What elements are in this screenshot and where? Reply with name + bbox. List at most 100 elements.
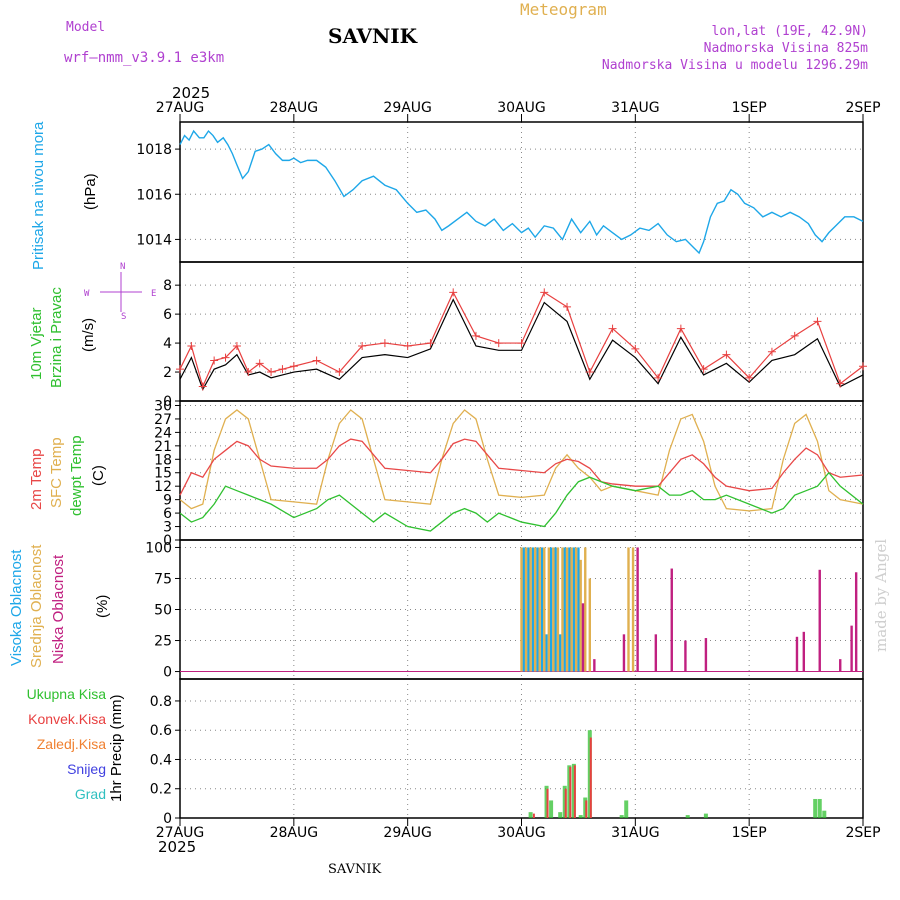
altitude-label: Nadmorska Visina 825m	[703, 41, 868, 56]
y-tick-label: 27	[154, 412, 172, 428]
wind-gust-marker	[403, 341, 412, 350]
wind-gust-marker	[540, 288, 549, 297]
cloud-high-bar	[527, 547, 530, 672]
legend-snow: Snijeg	[67, 761, 106, 777]
wind-gust-marker	[494, 339, 503, 348]
precip-total-bar	[578, 815, 583, 818]
wind-gust-marker	[563, 302, 572, 311]
y-tick-label: 6	[163, 506, 172, 522]
y-tick-label: 18	[154, 452, 172, 468]
compass-cross-icon	[100, 272, 142, 312]
cloud-mid-bar	[543, 547, 546, 672]
page-title: SAVNIK	[328, 24, 418, 48]
precip-total-bar	[619, 815, 624, 818]
year-label-top: 2025	[172, 84, 211, 102]
y-tick-label: 4	[163, 336, 172, 352]
cloud-low-bar	[854, 572, 858, 672]
wind-gust-marker	[176, 365, 184, 374]
model-label: Model	[66, 20, 106, 35]
cloud-low-bar	[581, 603, 585, 672]
date-label-top: 28AUG	[270, 100, 319, 116]
y-tick-label: 0.8	[150, 694, 172, 710]
wind-compass: N S W E	[84, 262, 156, 328]
cloud-low-bar	[670, 568, 673, 672]
wind-gust-marker	[676, 324, 685, 333]
precip-convective-bar	[569, 766, 572, 818]
cloud-low-bar	[795, 636, 799, 672]
precip-convective-bar	[573, 765, 576, 818]
cloud-mid-bar	[556, 547, 560, 672]
cloud-low-bar	[850, 625, 853, 672]
cloud-mid-bar	[584, 547, 587, 672]
legend-freezing-rain: Zaledj.Kisa	[36, 736, 106, 752]
date-label-bottom: 29AUG	[383, 825, 432, 841]
wind-gust-marker	[836, 379, 845, 388]
cloud-high-bar	[545, 634, 548, 672]
precip-convective-bar	[546, 788, 549, 818]
cloud-high-bar	[559, 634, 562, 672]
date-label-top: 29AUG	[383, 100, 432, 116]
y-tick-label: 50	[154, 603, 172, 619]
y-tick-label: 1016	[136, 187, 172, 203]
y-tick-label: 1014	[136, 232, 172, 248]
cloud-high-bar	[536, 547, 539, 672]
cloud-high-bar	[549, 547, 553, 672]
y-tick-label: 8	[163, 278, 172, 294]
y-tick-label: 30	[154, 398, 172, 414]
cloud-mid-bar	[631, 547, 635, 672]
y-tick-label: 0	[163, 533, 172, 549]
wind-gust-marker	[244, 368, 253, 377]
cloud-high-bar	[540, 547, 544, 672]
wind-gust-marker	[335, 368, 344, 377]
cloud-low-bar	[593, 659, 596, 672]
wind-gust-marker	[221, 353, 230, 362]
wind-gust-marker	[471, 331, 480, 340]
precip-total-bar	[822, 810, 827, 818]
cloud-low-bar	[636, 547, 639, 672]
cloud-mid-bar	[561, 547, 564, 672]
2m-temp-line	[179, 438, 864, 496]
precip-total-bar	[528, 812, 533, 818]
y-tick-label: 1018	[136, 142, 172, 158]
legend-total-rain: Ukupna Kisa	[26, 686, 106, 702]
wind-gust-marker	[187, 341, 196, 350]
wind-gust-marker	[767, 347, 776, 356]
wind-gust-marker	[210, 356, 219, 365]
cloud-mid-bar	[538, 547, 541, 672]
date-label-bottom: 1SEP	[732, 825, 767, 841]
cloud-mid-bar	[588, 578, 591, 672]
compass-west: W	[84, 289, 90, 299]
y-tick-label: 0	[163, 665, 172, 681]
cloud-mid-bar	[579, 559, 582, 672]
compass-east: E	[151, 289, 157, 299]
date-label-top: 1SEP	[732, 100, 767, 116]
y-tick-label: 6	[163, 307, 172, 323]
precip-total-bar	[817, 798, 822, 818]
station-footer: SAVNIK	[328, 862, 382, 877]
date-label-top: 31AUG	[611, 100, 660, 116]
precip-convective-bar	[589, 737, 592, 818]
sfc-temp-line	[179, 409, 864, 512]
cloud-high-bar	[577, 547, 580, 672]
meteogram-label: Meteogram	[520, 0, 607, 19]
compass-south: S	[121, 312, 127, 322]
date-label-top: 2SEP	[845, 100, 880, 116]
cloud-high-bar	[568, 547, 571, 672]
cloud-mid-bar	[574, 547, 578, 672]
precip-convective-bar	[564, 788, 567, 818]
precip-total-bar	[549, 800, 554, 818]
wind-gust-marker	[255, 359, 264, 368]
cloud-high-bar	[522, 547, 525, 672]
y-tick-label: 9	[163, 493, 172, 509]
wind-gust-marker	[426, 339, 435, 348]
wind-gust-marker	[745, 373, 754, 382]
wind-gust-marker	[859, 362, 867, 371]
date-label-bottom: 30AUG	[497, 825, 546, 841]
wind-gust-marker	[585, 368, 594, 377]
cloud-mid-bar	[547, 547, 551, 672]
y-tick-label: 0.4	[150, 752, 172, 768]
cloud-mid-bar	[565, 547, 569, 672]
precip-total-bar	[813, 798, 818, 818]
cloud-low-bar	[654, 634, 658, 672]
precip-convective-bar	[532, 813, 535, 818]
